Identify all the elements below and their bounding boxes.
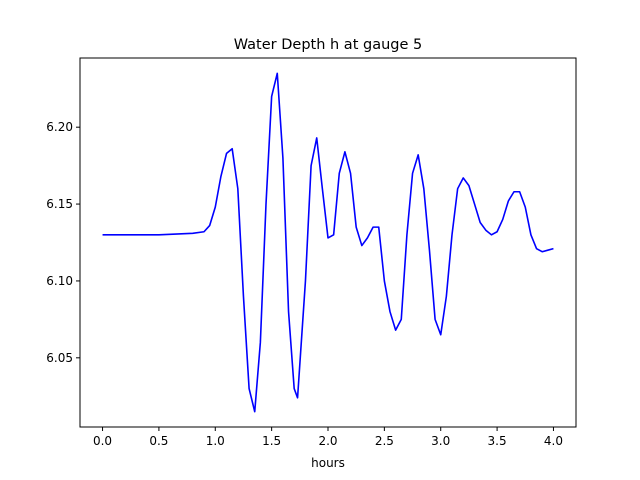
plot-frame [79, 57, 577, 428]
y-tick-label: 6.15 [46, 197, 73, 211]
x-tick-label: 2.5 [375, 434, 394, 448]
x-tick-label: 3.0 [431, 434, 450, 448]
x-tick-label: 0.5 [149, 434, 168, 448]
y-tick-label: 6.20 [46, 120, 73, 134]
chart-title: Water Depth h at gauge 5 [234, 37, 422, 53]
x-axis-label: hours [311, 456, 345, 470]
x-tick-label: 1.0 [206, 434, 225, 448]
x-tick-label: 3.5 [488, 434, 507, 448]
x-tick-label: 2.0 [318, 434, 337, 448]
y-tick-label: 6.10 [46, 274, 73, 288]
x-tick-label: 4.0 [544, 434, 563, 448]
series-line-0 [102, 72, 554, 413]
plot-area: 0.0 0.5 1.0 1.5 2.0 2.5 3.0 3.5 4.0 6.05 6.10 6.15 6… [46, 57, 577, 448]
x-tick-label: 1.5 [262, 434, 281, 448]
y-tick-label: 6.05 [46, 351, 73, 365]
x-tick-label: 0.0 [93, 434, 112, 448]
